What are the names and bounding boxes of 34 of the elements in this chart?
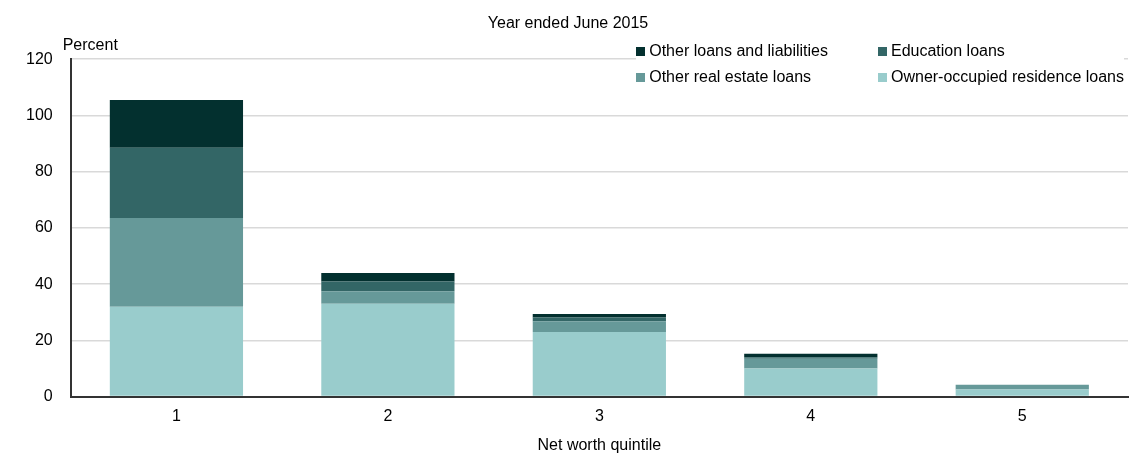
x-tick-label: 4 bbox=[806, 406, 816, 424]
y-tick-label: 120 bbox=[25, 49, 53, 67]
x-tick-label: 2 bbox=[383, 406, 393, 424]
x-tick-label: 5 bbox=[1017, 406, 1027, 424]
y-tick-label: 40 bbox=[34, 274, 53, 292]
bar bbox=[532, 331, 666, 396]
bar bbox=[109, 218, 244, 307]
x-tick-label: 3 bbox=[594, 406, 604, 424]
y-tick-label: 60 bbox=[34, 218, 53, 236]
bar bbox=[109, 306, 244, 396]
bar bbox=[955, 384, 1089, 390]
bar bbox=[321, 291, 455, 304]
x-axis-title: Net worth quintile bbox=[537, 435, 662, 453]
y-tick-label: 0 bbox=[43, 387, 53, 405]
bar bbox=[321, 272, 455, 282]
y-axis-title: Percent bbox=[62, 35, 119, 53]
bar bbox=[109, 147, 244, 219]
legend-label: Other loans and liabilities bbox=[649, 42, 828, 60]
x-tick-label: 1 bbox=[171, 406, 181, 424]
y-tick-label: 100 bbox=[25, 105, 53, 123]
legend-label: Other real estate loans bbox=[649, 68, 812, 86]
bar bbox=[955, 389, 1089, 396]
bar bbox=[744, 358, 878, 369]
bar bbox=[321, 303, 455, 396]
bar bbox=[744, 368, 878, 396]
chart-title: Year ended June 2015 bbox=[487, 14, 649, 32]
bar bbox=[109, 99, 244, 148]
bar bbox=[321, 281, 455, 292]
y-tick-label: 80 bbox=[34, 162, 53, 180]
bar bbox=[532, 321, 666, 332]
legend-label: Owner-occupied residence loans bbox=[890, 68, 1124, 86]
legend-label: Education loans bbox=[890, 42, 1005, 60]
y-tick-label: 20 bbox=[34, 330, 53, 348]
bar bbox=[532, 313, 666, 318]
